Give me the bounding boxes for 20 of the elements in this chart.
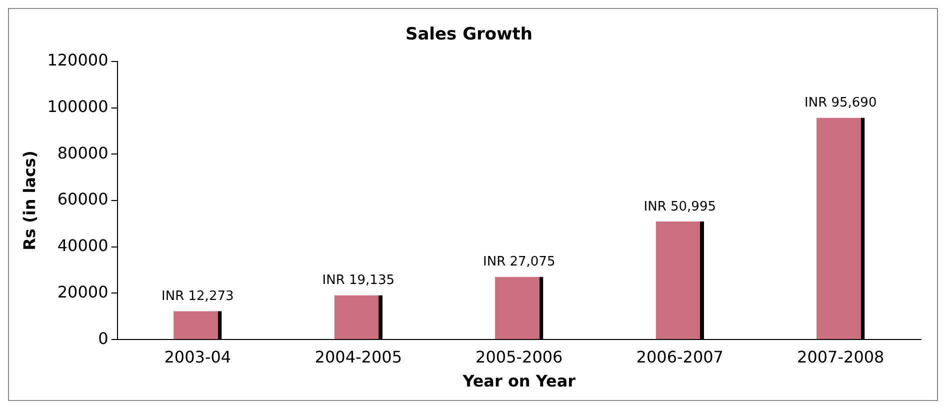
data-label: INR 50,995	[644, 199, 716, 214]
x-axis-title: Year on Year	[462, 372, 576, 391]
data-label: INR 12,273	[162, 289, 234, 304]
y-tick-label: 80000	[57, 143, 108, 162]
chart-title: Sales Growth	[405, 24, 533, 45]
x-tick-label: 2003-04	[164, 347, 232, 366]
y-axis-title: Rs (in lacs)	[20, 150, 39, 250]
y-tick-label: 20000	[57, 282, 108, 302]
y-tick-label: 40000	[57, 236, 108, 256]
y-tick-label: 0	[98, 328, 108, 348]
y-tick-label: 100000	[47, 96, 108, 116]
x-tick-label: 2004-2005	[314, 347, 402, 366]
x-tick-label: 2006-2007	[636, 347, 724, 366]
data-label: INR 95,690	[804, 96, 877, 111]
data-label: INR 27,075	[483, 254, 556, 270]
y-tick-label: 60000	[57, 190, 108, 209]
x-tick-label: 2005-2006	[476, 347, 563, 366]
x-tick-label: 2007-2008	[797, 347, 884, 366]
y-tick-label: 120000	[47, 50, 108, 70]
data-label: INR 19,135	[322, 273, 395, 288]
